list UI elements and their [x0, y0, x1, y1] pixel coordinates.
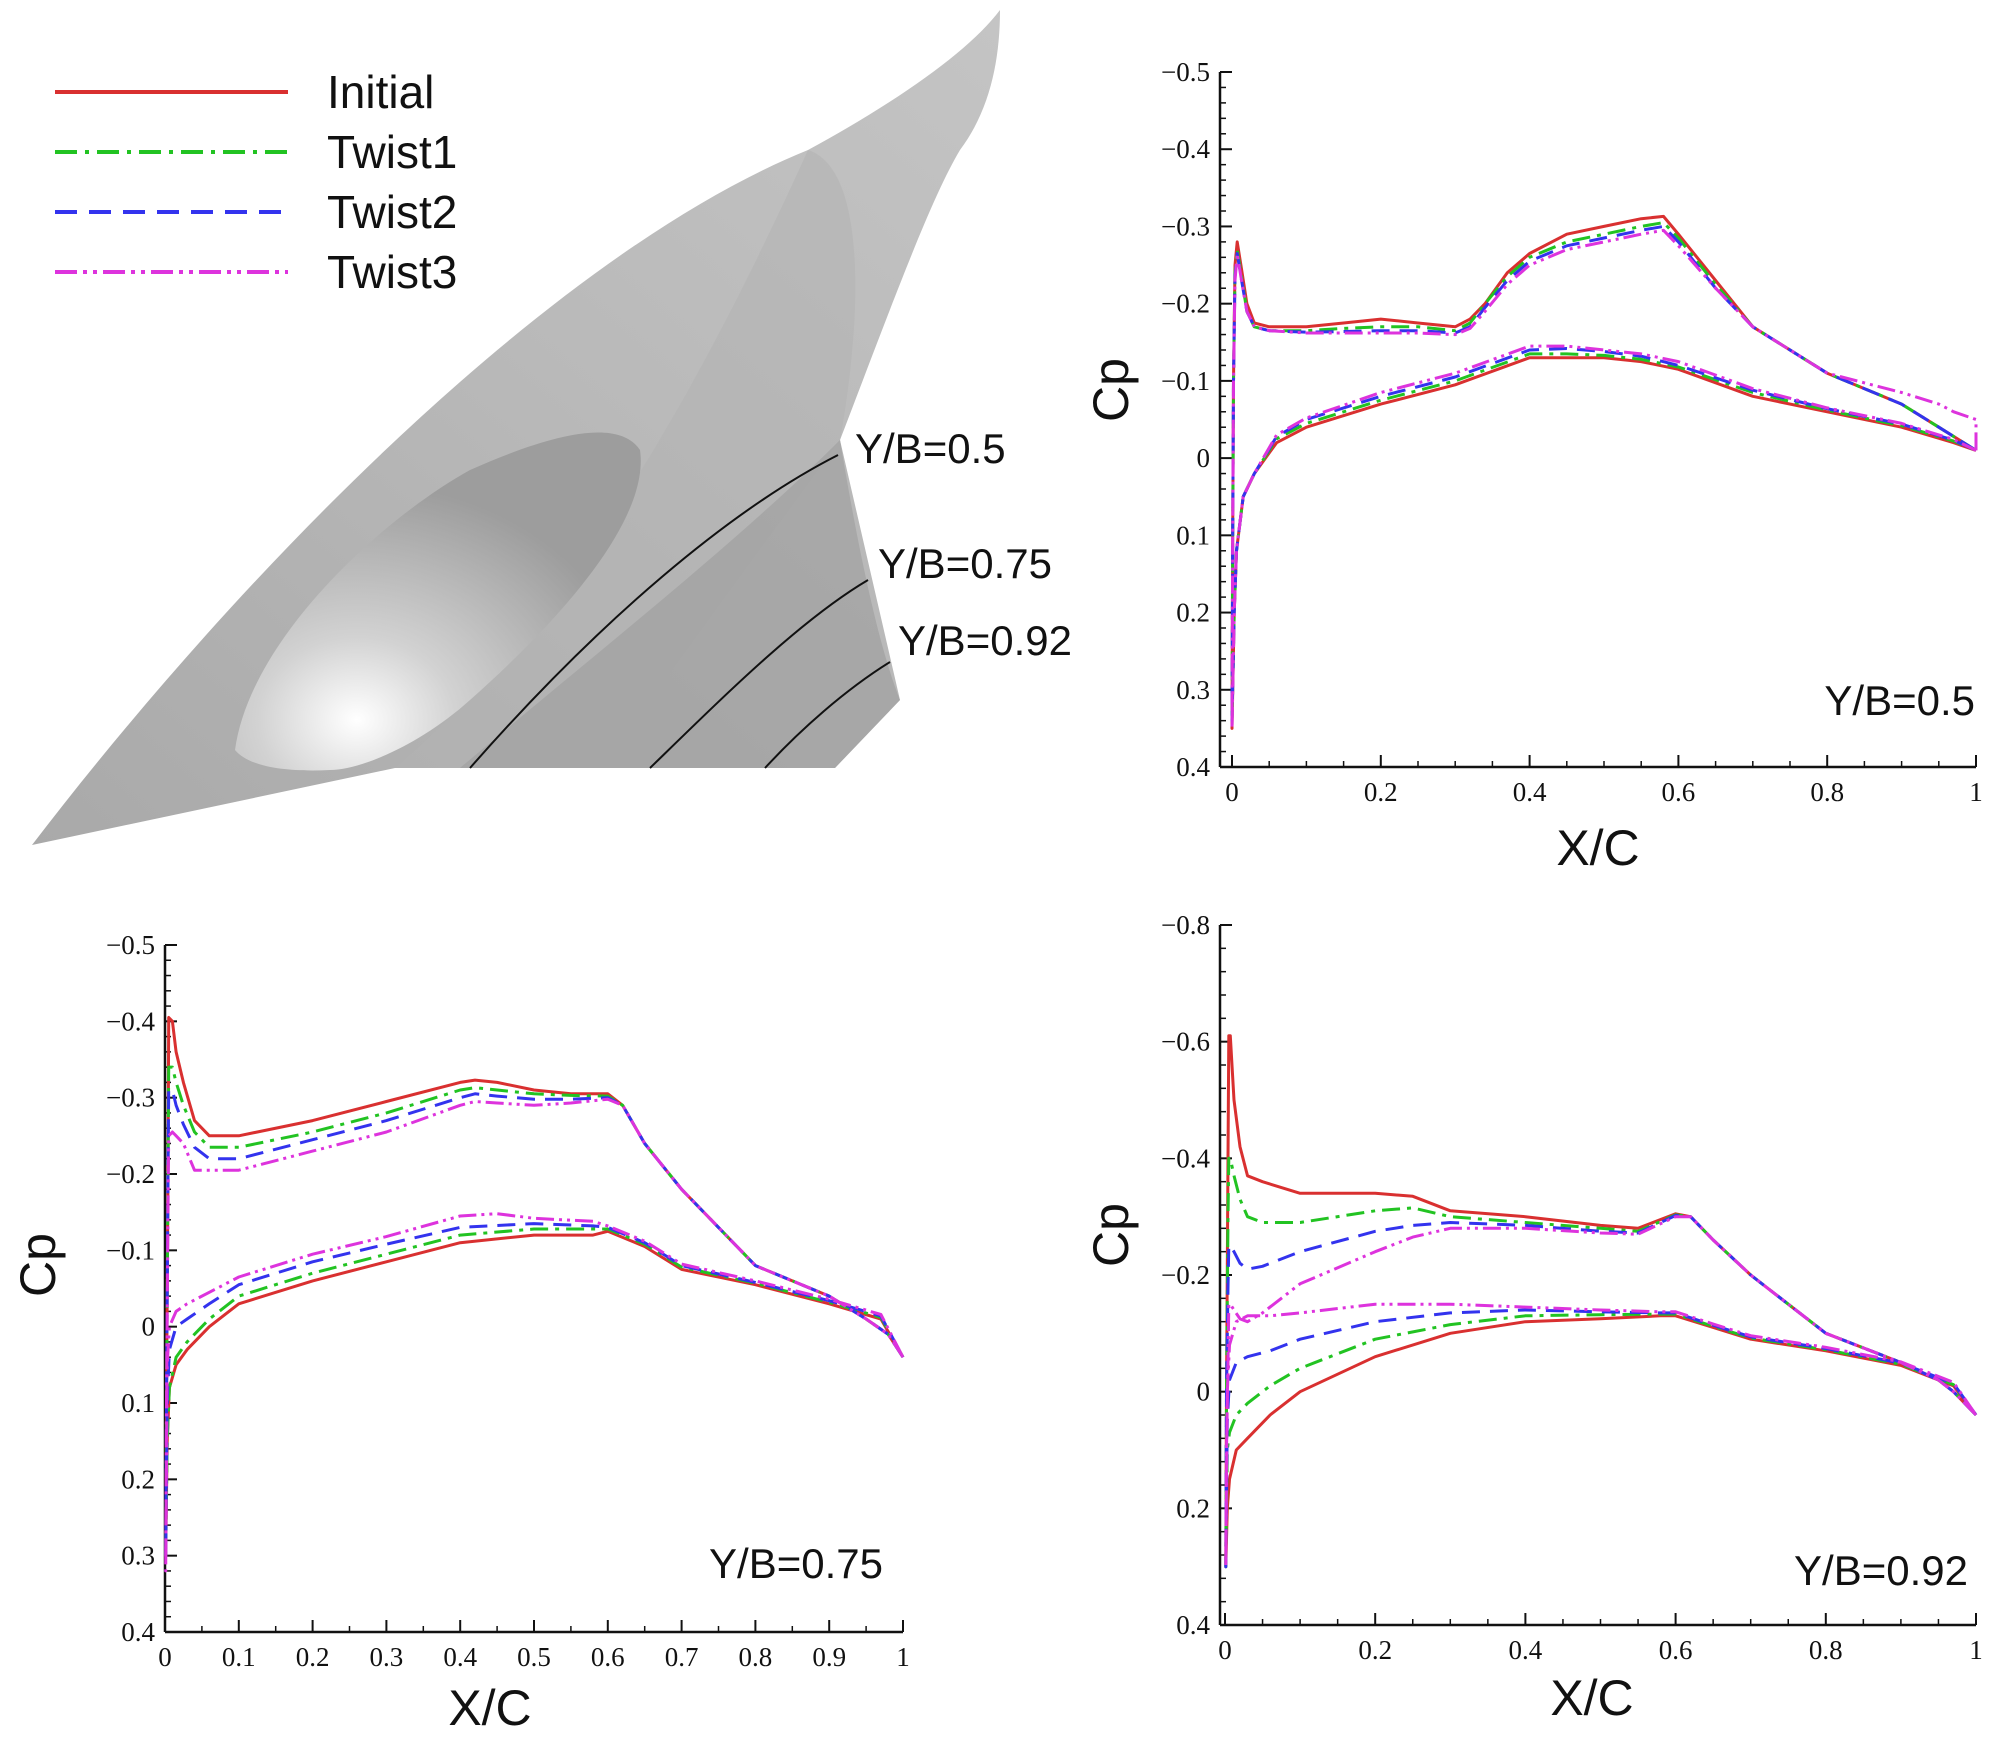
chart-yb075-ytick-label: −0.4	[106, 1006, 155, 1036]
chart-yb05-ytick-label: −0.3	[1161, 211, 1210, 241]
chart-yb05-ytick-label: 0	[1197, 443, 1211, 473]
chart-yb075-series-twist1	[164, 1065, 905, 1558]
wing-inboard-region	[395, 150, 856, 768]
chart-yb05-xtick-label: 0.2	[1364, 777, 1398, 807]
chart-yb075-ytick-label: −0.1	[106, 1235, 155, 1265]
chart-yb092-ytick-label: −0.2	[1161, 1260, 1210, 1290]
wing-section-line-075	[649, 579, 869, 769]
chart-yb075-y-label: Cp	[10, 1233, 66, 1297]
chart-yb092-series-twist1	[1224, 1156, 1978, 1569]
chart-yb05-annotation: Y/B=0.5	[1824, 677, 1975, 724]
chart-yb05-ytick-label: 0.2	[1176, 598, 1210, 628]
chart-yb075-ytick-label: −0.3	[106, 1083, 155, 1113]
chart-yb05-xtick-label: 0	[1225, 777, 1239, 807]
chart-yb075-ytick-label: 0.4	[121, 1617, 155, 1647]
chart-yb05-x-label: X/C	[1556, 820, 1639, 876]
chart-yb092-annotation: Y/B=0.92	[1794, 1547, 1968, 1594]
chart-yb075: −0.5 −0.4 −0.3 −0.2 −0.1 0 0.1 0.2 0.3 0.4 0 0.1 0.…	[10, 930, 910, 1736]
wing-section-line-05	[469, 454, 839, 769]
chart-yb092-xtick-label: 0.4	[1509, 1635, 1543, 1665]
chart-yb092-x-ticks: 0 0.2 0.4 0.6 0.8 1	[1218, 1613, 1983, 1665]
chart-yb075-series-initial	[164, 1016, 905, 1558]
chart-yb05-x-ticks: 0 0.2 0.4 0.6 0.8 1	[1225, 755, 1983, 807]
legend-label-twist1: Twist1	[327, 126, 457, 178]
chart-yb05-xtick-label: 1	[1969, 777, 1983, 807]
chart-yb075-ytick-label: −0.2	[106, 1159, 155, 1189]
chart-yb075-x-label: X/C	[448, 1680, 531, 1736]
chart-yb092-y-label: Cp	[1083, 1203, 1139, 1267]
chart-yb092-xtick-label: 0.6	[1659, 1635, 1693, 1665]
chart-yb075-xtick-label: 0.5	[517, 1642, 551, 1672]
wing-section-label-075: Y/B=0.75	[878, 540, 1052, 587]
chart-yb075-ytick-label: 0.1	[121, 1388, 155, 1418]
legend-label-twist2: Twist2	[327, 186, 457, 238]
chart-yb05-series	[1230, 214, 1978, 730]
chart-yb075-xtick-label: 1	[896, 1642, 910, 1672]
chart-yb075-ytick-label: −0.5	[106, 930, 155, 960]
chart-yb092-y-ticks: −0.8 −0.6 −0.4 −0.2 0 0.2 0.4	[1161, 910, 1232, 1640]
chart-yb075-xtick-label: 0.7	[665, 1642, 699, 1672]
chart-yb05-ytick-label: −0.5	[1161, 57, 1210, 87]
chart-yb05-xtick-label: 0.8	[1810, 777, 1844, 807]
chart-yb075-xtick-label: 0.9	[812, 1642, 846, 1672]
chart-yb092-x-label: X/C	[1550, 1670, 1633, 1726]
wing-section-line-092	[764, 661, 891, 769]
wing-fairing	[235, 432, 641, 771]
chart-yb092-xtick-label: 0	[1218, 1635, 1232, 1665]
chart-yb092: −0.8 −0.6 −0.4 −0.2 0 0.2 0.4 0 0.2 0.4 0.6 0.8 1 X…	[1083, 910, 1983, 1726]
chart-yb092-ytick-label: −0.4	[1161, 1143, 1210, 1173]
chart-yb075-xtick-label: 0.8	[739, 1642, 773, 1672]
chart-yb092-xtick-label: 1	[1969, 1635, 1983, 1665]
chart-yb092-ytick-label: 0	[1197, 1377, 1211, 1407]
wing-section-label-092: Y/B=0.92	[898, 617, 1072, 664]
chart-yb075-x-ticks: 0 0.1 0.2 0.3 0.4 0.5 0.6 0.7 0.8 0.9 1	[158, 1620, 910, 1672]
chart-yb05: −0.5 −0.4 −0.3 −0.2 −0.1 0 0.1 0.2 0.3 0.4 0 0.2 0.…	[1083, 57, 1983, 876]
chart-yb05-xtick-label: 0.6	[1662, 777, 1696, 807]
chart-yb075-ytick-label: 0	[142, 1312, 156, 1342]
chart-yb05-series-initial	[1230, 214, 1977, 730]
chart-yb075-y-ticks: −0.5 −0.4 −0.3 −0.2 −0.1 0 0.1 0.2 0.3 0.4	[106, 930, 177, 1647]
chart-yb05-series-twist2	[1230, 224, 1977, 723]
chart-yb05-series-twist1	[1230, 221, 1977, 723]
legend-label-initial: Initial	[327, 66, 434, 118]
chart-yb075-annotation: Y/B=0.75	[709, 1540, 883, 1587]
chart-yb092-ytick-label: −0.6	[1161, 1027, 1210, 1057]
chart-yb05-ytick-label: −0.4	[1161, 134, 1210, 164]
chart-yb092-xtick-label: 0.8	[1809, 1635, 1843, 1665]
chart-yb05-ytick-label: 0.4	[1176, 752, 1210, 782]
chart-yb05-xtick-label: 0.4	[1513, 777, 1547, 807]
chart-yb075-xtick-label: 0.4	[443, 1642, 477, 1672]
chart-yb05-ytick-label: 0.3	[1176, 675, 1210, 705]
chart-yb075-series-twist3	[164, 1097, 905, 1573]
chart-yb05-ytick-label: 0.1	[1176, 520, 1210, 550]
chart-yb05-series-twist3	[1230, 228, 1978, 730]
chart-yb092-series	[1224, 1034, 1978, 1569]
wing-illustration: Y/B=0.5 Y/B=0.75 Y/B=0.92	[32, 10, 1072, 845]
chart-yb05-y-label: Cp	[1083, 358, 1139, 422]
chart-yb05-y-ticks: −0.5 −0.4 −0.3 −0.2 −0.1 0 0.1 0.2 0.3 0.4	[1161, 57, 1232, 782]
chart-yb075-xtick-label: 0	[158, 1642, 172, 1672]
legend-label-twist3: Twist3	[327, 246, 457, 298]
chart-yb075-xtick-label: 0.3	[370, 1642, 404, 1672]
chart-yb075-series	[164, 1016, 905, 1573]
chart-yb092-ytick-label: 0.2	[1176, 1493, 1210, 1523]
chart-yb075-ytick-label: 0.2	[121, 1464, 155, 1494]
chart-yb092-ytick-label: 0.4	[1176, 1610, 1210, 1640]
chart-yb092-xtick-label: 0.2	[1358, 1635, 1392, 1665]
chart-yb075-ytick-label: 0.3	[121, 1541, 155, 1571]
chart-yb05-ytick-label: −0.2	[1161, 289, 1210, 319]
chart-yb05-ytick-label: −0.1	[1161, 366, 1210, 396]
chart-yb075-xtick-label: 0.6	[591, 1642, 625, 1672]
chart-yb075-series-twist2	[164, 1088, 905, 1558]
chart-yb092-series-initial	[1224, 1034, 1978, 1569]
wing-outboard-panel	[460, 440, 900, 768]
legend: Initial Twist1 Twist2 Twist3	[55, 66, 457, 298]
chart-yb075-xtick-label: 0.1	[222, 1642, 256, 1672]
chart-yb075-xtick-label: 0.2	[296, 1642, 330, 1672]
chart-yb092-series-twist3	[1224, 1215, 1978, 1569]
chart-yb092-ytick-label: −0.8	[1161, 910, 1210, 940]
wing-section-label-05: Y/B=0.5	[855, 425, 1006, 472]
